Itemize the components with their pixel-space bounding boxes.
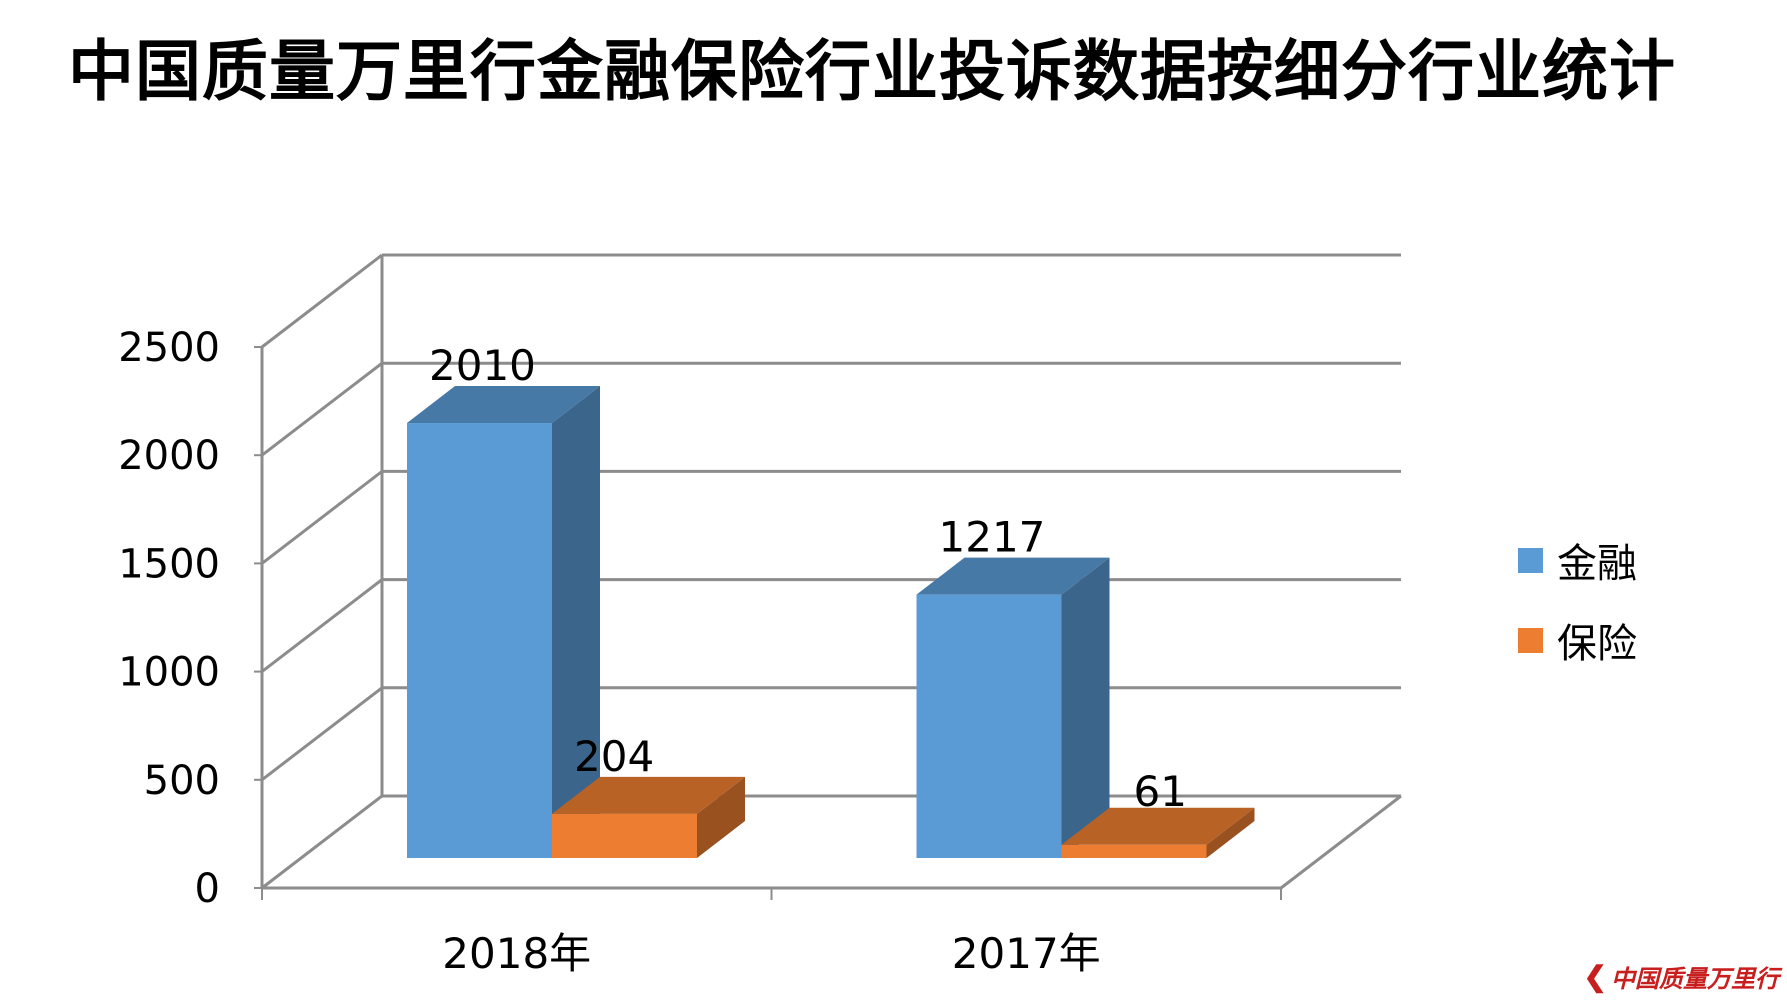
bar-side-金融	[552, 386, 600, 858]
bar-front-金融	[407, 423, 552, 858]
bar-side-保险	[1206, 807, 1255, 858]
gridline-diagonal	[261, 686, 383, 781]
data-label: 204	[574, 732, 654, 781]
bar-top-金融	[916, 557, 1110, 595]
legend-swatch	[1518, 627, 1543, 653]
legend: 金融 保险	[1518, 538, 1637, 698]
legend-label: 保险	[1557, 621, 1637, 667]
data-label: 61	[1134, 767, 1187, 816]
bar-top-金融	[407, 386, 600, 424]
y-tick-label: 2500	[118, 325, 220, 371]
bar-front-保险	[1061, 844, 1207, 858]
gridline-diagonal	[261, 794, 383, 890]
legend-item: 金融	[1518, 538, 1637, 587]
y-tick-label: 0	[195, 866, 220, 912]
y-axis-ticks: 0 500 1000 1500 2000 2500	[118, 325, 262, 912]
gridline-diagonal	[261, 253, 383, 349]
legend-item: 保险	[1518, 618, 1637, 667]
x-axis-ticks: 2018年 2017年	[261, 888, 1282, 978]
y-tick-label: 1500	[118, 541, 220, 587]
bar-front-金融	[916, 594, 1062, 858]
bar-side-保险	[697, 776, 745, 858]
data-label: 2010	[429, 341, 536, 390]
gridline-diagonal	[261, 362, 383, 457]
y-tick-label: 1000	[118, 650, 220, 696]
bar-top-保险	[552, 776, 745, 814]
brand-logo: ❮ 中国质量万里行	[1584, 959, 1779, 994]
gridline-diagonal	[261, 470, 383, 565]
chevron-logo-icon: ❮	[1583, 960, 1607, 993]
gridline-diagonal	[261, 578, 383, 673]
floor-edge	[1280, 794, 1402, 890]
y-tick-label: 500	[144, 758, 220, 804]
bar-top-保险	[1061, 807, 1255, 845]
bars	[407, 386, 1255, 858]
x-tick-label: 2017年	[952, 929, 1101, 978]
data-labels: 2010 204 1217 61	[429, 341, 1187, 816]
data-label: 1217	[939, 513, 1046, 562]
legend-swatch	[1518, 547, 1543, 573]
bar-side-金融	[1061, 557, 1110, 858]
x-tick-label: 2018年	[442, 929, 591, 978]
legend-label: 金融	[1557, 541, 1637, 587]
y-tick-label: 2000	[118, 433, 220, 479]
logo-text: 中国质量万里行	[1611, 964, 1779, 993]
bar-front-保险	[552, 813, 697, 858]
chart-title: 中国质量万里行金融保险行业投诉数据按细分行业统计	[68, 33, 1676, 110]
